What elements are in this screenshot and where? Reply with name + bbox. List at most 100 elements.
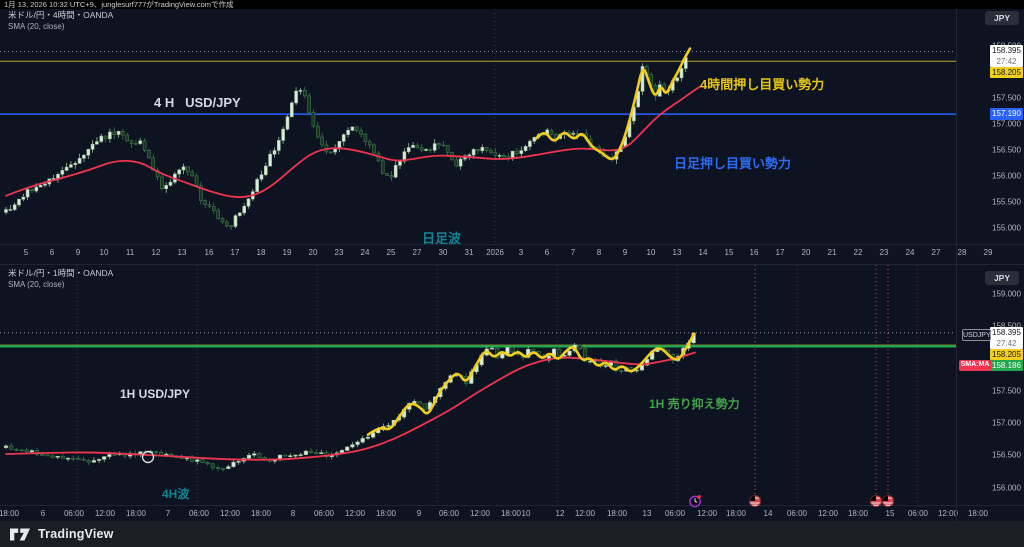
sma-line[interactable]	[5, 351, 696, 461]
time-axis-label: 12:00	[817, 509, 839, 518]
text-annotation: 日足波	[422, 231, 462, 246]
flag-icon[interactable]	[881, 494, 895, 508]
time-axis-label: 10	[646, 248, 656, 257]
current-price-label: 158.395 27:42	[990, 327, 1023, 349]
green-line-price-label: 158.186	[990, 360, 1023, 371]
time-axis-label: 9	[416, 509, 422, 518]
time-axis-label: 12:00	[696, 509, 718, 518]
price-axis-label: 157.000	[992, 418, 1021, 428]
yellow-line-price-label: 158.205	[990, 349, 1023, 360]
time-axis-label: 06:00	[188, 509, 210, 518]
symbol-legend: 米ドル/円・4時間・OANDA	[8, 10, 114, 20]
time-axis-label: 18:00	[725, 509, 747, 518]
legend-4h: 米ドル/円・4時間・OANDA SMA (20, close)	[8, 10, 113, 32]
indicator-legend: SMA (20, close)	[8, 22, 65, 31]
time-axis-label: 19	[282, 248, 292, 257]
time-axis-label: 12:00	[344, 509, 366, 518]
time-axis-label: 18:00	[375, 509, 397, 518]
yellow-line-price-label: 158.205	[990, 67, 1023, 78]
text-annotation: 日足押し目買い勢力	[674, 156, 792, 171]
time-axis-label: 18:00	[250, 509, 272, 518]
time-axis-label: 18	[256, 248, 266, 257]
horizontal-line-drawings[interactable]	[0, 60, 956, 115]
time-axis-label: 14	[763, 509, 773, 518]
wave-drawing[interactable]	[366, 332, 696, 436]
text-annotation: 4 H USD/JPY	[154, 95, 241, 110]
currency-button-4h[interactable]: JPY	[985, 11, 1019, 25]
time-axis-label: 06:00	[907, 509, 929, 518]
time-axis-label: 25	[386, 248, 396, 257]
session-separators	[76, 265, 918, 505]
time-axis-label: 8	[596, 248, 602, 257]
price-axis-label: 156.000	[992, 483, 1021, 493]
chart-panel-4h[interactable]	[0, 9, 1024, 244]
price-axis-label: 157.000	[992, 119, 1021, 129]
price-axis-label: 155.500	[992, 197, 1021, 207]
time-axis-label: 15	[885, 509, 895, 518]
price-axis-label: 157.500	[992, 386, 1021, 396]
time-axis-label: 10	[521, 509, 531, 518]
time-axis-label: 18:00	[125, 509, 147, 518]
symbol-legend: 米ドル/円・1時間・OANDA	[8, 268, 114, 278]
legend-1h: 米ドル/円・1時間・OANDA SMA (20, close)	[8, 268, 113, 290]
time-axis-label: 9	[622, 248, 628, 257]
time-axis-label: 7	[165, 509, 171, 518]
currency-button-1h[interactable]: JPY	[985, 271, 1019, 285]
time-axis-label: 12:00	[937, 509, 959, 518]
time-axis-label: 23	[879, 248, 889, 257]
symbol-tag: USDJPY	[962, 329, 991, 341]
current-price-label: 158.395 27:42	[990, 45, 1023, 67]
time-axis-4h[interactable]: 5 6 9 10 11 12 13 16 17 18 19 20 23 24 25 27 30 31 2026 3 6 7…	[0, 244, 1024, 265]
price-axis-label: 157.500	[992, 93, 1021, 103]
text-annotation: 1H USD/JPY	[120, 387, 191, 401]
timer-icon[interactable]	[688, 494, 702, 508]
time-axis-label: 20	[801, 248, 811, 257]
time-axis-label: 18:00	[500, 509, 522, 518]
text-annotation: 4H波	[162, 487, 190, 501]
wave-drawing[interactable]	[534, 47, 692, 161]
flag-icon[interactable]	[748, 494, 762, 508]
time-axis-label: 18:00	[967, 509, 989, 518]
time-axis-label: 29	[983, 248, 993, 257]
time-axis-label: 06:00	[438, 509, 460, 518]
time-axis-1h[interactable]: 18:00 6 06:00 12:00 18:00 7 06:00 12:00 18:00 8 06…	[0, 505, 1024, 522]
time-axis-label: 12:00	[219, 509, 241, 518]
time-axis-label: 12:00	[469, 509, 491, 518]
time-axis-label: 28	[957, 248, 967, 257]
time-axis-label: 22	[853, 248, 863, 257]
time-axis-label: 6	[40, 509, 46, 518]
chart-panel-1h[interactable]	[0, 265, 1024, 505]
time-axis-label: 16	[749, 248, 759, 257]
tradingview-logo[interactable]: TradingView	[0, 521, 1024, 547]
sma-line[interactable]	[5, 85, 701, 198]
panel-divider[interactable]	[0, 264, 1024, 265]
time-axis-label: 24	[905, 248, 915, 257]
time-axis-label: 11	[125, 248, 135, 257]
time-axis-label: 31	[464, 248, 474, 257]
time-axis-label: 12	[151, 248, 161, 257]
time-axis-label: 27	[931, 248, 941, 257]
time-axis-label: 18:00	[0, 509, 20, 518]
time-axis-label: 06:00	[63, 509, 85, 518]
time-axis-label: 7	[570, 248, 576, 257]
time-axis-label: 13	[642, 509, 652, 518]
horizontal-line-drawings[interactable]	[0, 344, 956, 348]
price-axis-label: 156.000	[992, 171, 1021, 181]
event-lines	[754, 265, 889, 505]
time-axis-label: 8	[290, 509, 296, 518]
blue-line-price-label: 157.190	[990, 108, 1023, 120]
time-axis-label: 16	[204, 248, 214, 257]
price-axis-label: 156.500	[992, 145, 1021, 155]
flag-icon[interactable]	[869, 494, 883, 508]
price-axis-border	[956, 9, 957, 521]
time-axis-label: 5	[23, 248, 29, 257]
time-axis-label: 13	[177, 248, 187, 257]
circle-marker-drawing[interactable]	[141, 450, 155, 464]
candlesticks	[4, 53, 688, 230]
price-axis-label: 155.000	[992, 223, 1021, 233]
time-axis-label: 3	[518, 248, 524, 257]
price-axis-label: 159.000	[992, 289, 1021, 299]
time-axis-label: 6	[544, 248, 550, 257]
text-annotation: 1H 売り抑え勢力	[649, 397, 740, 411]
